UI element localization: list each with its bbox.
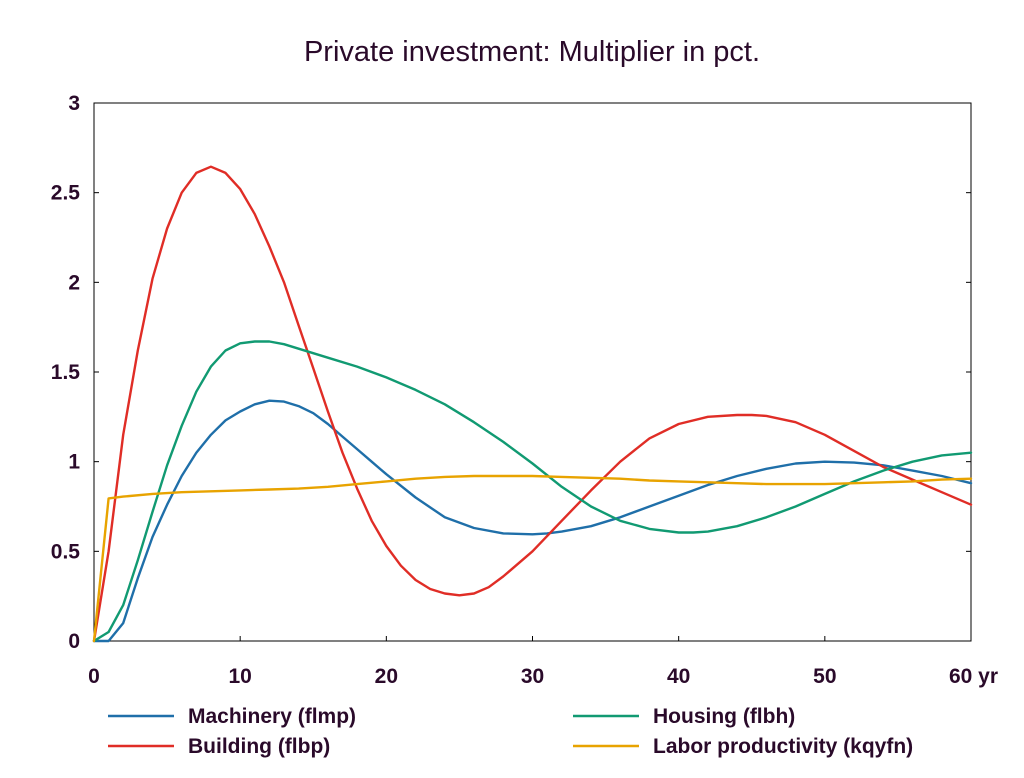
- x-tick-label: 40: [667, 665, 690, 688]
- series-line-labor-productivity-kqyfn: [92, 474, 973, 643]
- series-line-building-flbp: [92, 165, 973, 643]
- y-tick-label: 3: [68, 92, 80, 115]
- y-tick-label: 0.5: [51, 540, 81, 563]
- chart-title: Private investment: Multiplier in pct.: [304, 36, 760, 68]
- legend-item-building-flbp: Building (flbp): [108, 735, 330, 758]
- y-tick-label: 1.5: [51, 361, 81, 384]
- legend-label: Building (flbp): [188, 735, 330, 758]
- y-tick-label: 1: [68, 451, 80, 474]
- x-tick-label: 0: [88, 665, 100, 688]
- legend: Machinery (flmp) Housing (flbh) Building (…: [108, 705, 913, 758]
- x-tick-label: 10: [228, 665, 251, 688]
- series-line-housing-flbh: [92, 340, 973, 643]
- series-line-machinery-flmp: [92, 399, 973, 643]
- x-tick-label: 30: [521, 665, 544, 688]
- x-tick-label: 20: [375, 665, 398, 688]
- legend-item-housing-flbh: Housing (flbh): [573, 705, 795, 728]
- series-lines: [92, 165, 973, 643]
- legend-item-machinery-flmp: Machinery (flmp): [108, 705, 356, 728]
- plot-frame: [93, 102, 972, 642]
- legend-label: Machinery (flmp): [188, 705, 356, 728]
- y-tick-label: 0: [68, 630, 80, 653]
- legend-item-labor-productivity-kqyfn: Labor productivity (kqyfn): [573, 735, 913, 758]
- axis-ticks: 00.511.522.530 10 20 30 40 50 60 yr: [51, 92, 998, 688]
- legend-label: Labor productivity (kqyfn): [653, 735, 913, 758]
- y-tick-label: 2.5: [51, 182, 81, 205]
- x-tick-label: 60 yr: [949, 665, 998, 688]
- x-tick-label: 50: [813, 665, 836, 688]
- legend-label: Housing (flbh): [653, 705, 795, 728]
- y-tick-label: 2: [68, 271, 80, 294]
